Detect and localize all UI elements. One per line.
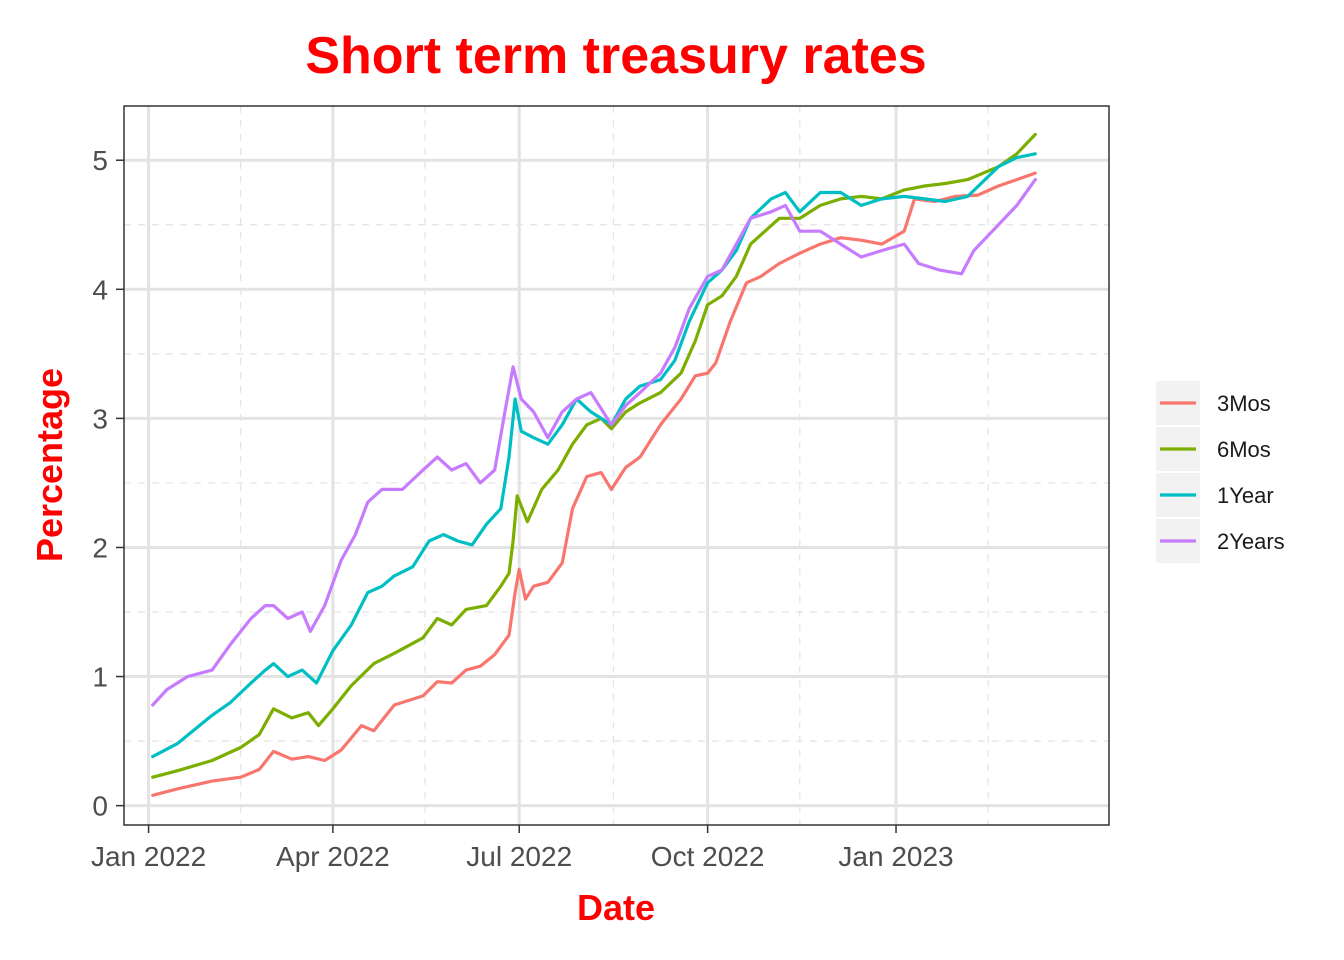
- series-line-2years: [151, 178, 1037, 707]
- panel-border: [123, 105, 1110, 826]
- x-axis-title: Date: [577, 887, 655, 928]
- y-tick-label: 0: [92, 791, 108, 822]
- series-lines: [151, 132, 1037, 797]
- legend-label: 2Years: [1217, 529, 1285, 554]
- legend: 3Mos 6Mos 1Year 2Years: [1156, 381, 1285, 563]
- series-line-6mos: [151, 132, 1037, 779]
- series-line-1year: [151, 152, 1037, 759]
- major-gridlines: [124, 106, 1109, 825]
- x-tick-label: Jul 2022: [466, 841, 572, 872]
- y-tick-label: 5: [92, 145, 108, 176]
- x-tick-label: Jan 2022: [91, 841, 206, 872]
- y-axis: 0 1 2 3 4 5: [92, 145, 124, 822]
- y-tick-label: 3: [92, 403, 108, 434]
- x-tick-label: Apr 2022: [276, 841, 390, 872]
- legend-label: 6Mos: [1217, 437, 1271, 462]
- y-tick-label: 1: [92, 662, 108, 693]
- series-line-3mos: [151, 171, 1037, 797]
- x-axis: Jan 2022 Apr 2022 Jul 2022 Oct 2022 Jan 2023: [91, 825, 954, 872]
- minor-gridlines: [124, 106, 1109, 825]
- chart-title: Short term treasury rates: [305, 27, 926, 85]
- plot-panel: [123, 105, 1110, 826]
- y-tick-label: 2: [92, 532, 108, 563]
- y-axis-title: Percentage: [29, 368, 70, 562]
- x-tick-label: Jan 2023: [838, 841, 953, 872]
- x-tick-label: Oct 2022: [651, 841, 765, 872]
- legend-label: 3Mos: [1217, 391, 1271, 416]
- legend-label: 1Year: [1217, 483, 1274, 508]
- y-tick-label: 4: [92, 274, 108, 305]
